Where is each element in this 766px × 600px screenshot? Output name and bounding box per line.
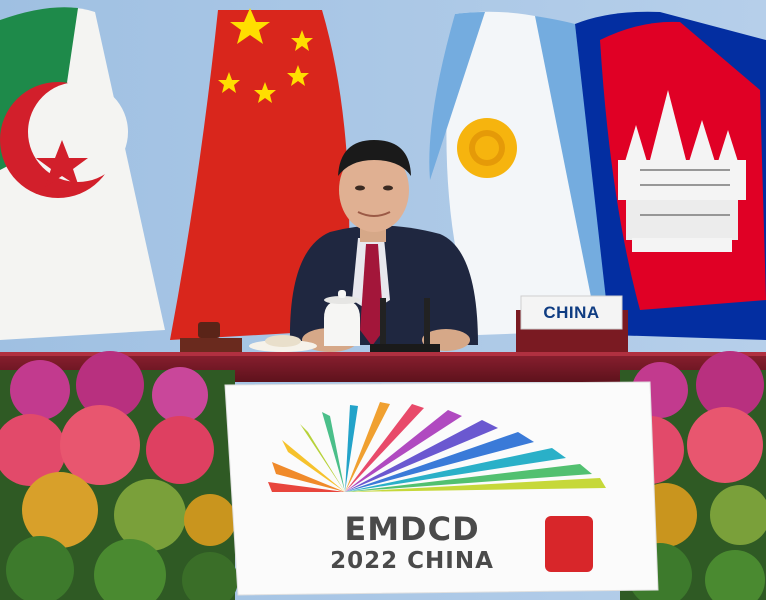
china-small-star-icon xyxy=(254,82,276,103)
china-big-star-icon xyxy=(230,8,270,44)
gavel-icon xyxy=(198,322,220,338)
banner-title: EMDCD xyxy=(344,510,480,548)
china-small-star-icon xyxy=(218,72,240,93)
desk-items xyxy=(180,290,440,354)
microphone-icon xyxy=(380,298,386,350)
china-small-star-icon xyxy=(287,65,309,86)
hair xyxy=(338,140,411,176)
tea-cup-icon xyxy=(324,300,360,346)
flower-arrangement-left xyxy=(0,351,238,600)
rainbow-fan-logo-icon xyxy=(268,402,606,492)
emdcd-banner xyxy=(224,381,659,596)
china-small-star-icon xyxy=(291,30,313,51)
red-tie xyxy=(360,244,384,346)
angkor-wat-icon xyxy=(618,90,746,252)
algeria-star-icon xyxy=(36,140,88,187)
nameplate-label: CHINA xyxy=(543,303,600,322)
nameplate xyxy=(516,295,628,356)
microphone-icon xyxy=(424,298,430,350)
cambodia-flag xyxy=(575,11,766,340)
banner-subtitle: 2022 CHINA xyxy=(330,548,494,574)
china-seal-icon xyxy=(545,516,593,572)
gavel-block xyxy=(180,338,242,352)
argentina-flag xyxy=(429,11,612,335)
algeria-flag xyxy=(0,7,165,340)
face xyxy=(339,148,409,232)
